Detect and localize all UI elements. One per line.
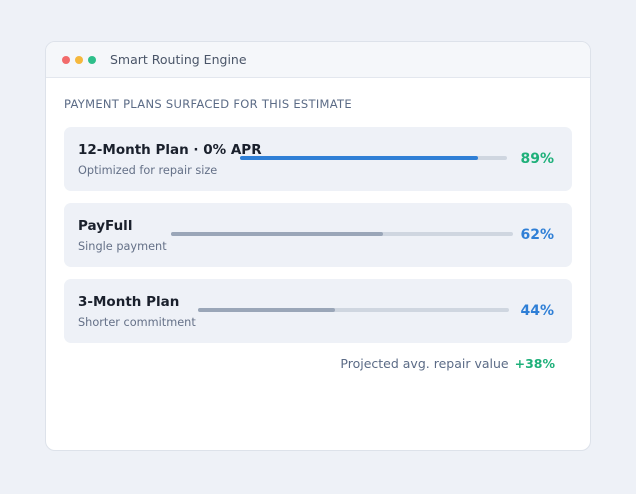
plan-card-3-month[interactable]: 3-Month Plan Shorter commitment 44% (64, 279, 572, 343)
plan-name: 3-Month Plan (78, 294, 180, 310)
plan-progress-fill (240, 156, 478, 160)
plan-subtitle: Single payment (78, 240, 167, 253)
plan-progress-track (171, 232, 513, 236)
close-dot-icon[interactable] (62, 55, 70, 64)
projection-label: Projected avg. repair value (340, 356, 509, 371)
plan-progress-track (198, 308, 509, 312)
app-window: Smart Routing Engine PAYMENT PLANS SURFA… (45, 41, 591, 451)
projection-delta: +38% (514, 356, 555, 371)
title-bar: Smart Routing Engine (46, 42, 590, 78)
plan-subtitle: Shorter commitment (78, 316, 196, 329)
plan-progress-track (240, 156, 507, 160)
plan-name: 12-Month Plan · 0% APR (78, 142, 262, 158)
plan-percent: 62% (520, 227, 554, 243)
plan-card-payfull[interactable]: PayFull Single payment 62% (64, 203, 572, 267)
plan-card-12-month[interactable]: 12-Month Plan · 0% APR Optimized for rep… (64, 127, 572, 191)
minimize-dot-icon[interactable] (75, 55, 83, 64)
plan-percent: 89% (520, 151, 554, 167)
maximize-dot-icon[interactable] (88, 55, 96, 64)
plan-progress-fill (198, 308, 335, 312)
section-label: PAYMENT PLANS SURFACED FOR THIS ESTIMATE (64, 97, 352, 111)
plan-name: PayFull (78, 218, 133, 234)
plan-percent: 44% (520, 303, 554, 319)
projection-summary: Projected avg. repair value +38% (340, 356, 555, 371)
plan-progress-fill (171, 232, 384, 236)
plan-subtitle: Optimized for repair size (78, 164, 218, 177)
window-title: Smart Routing Engine (110, 52, 247, 67)
